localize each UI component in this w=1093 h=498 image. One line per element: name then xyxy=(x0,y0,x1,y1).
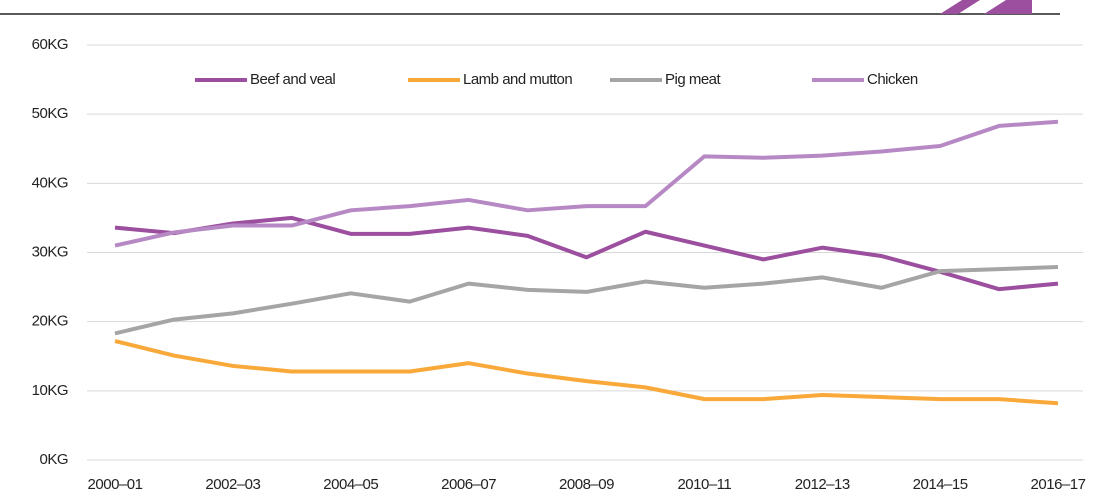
legend-label: Pig meat xyxy=(665,71,722,88)
y-tick-label: 50KG xyxy=(32,105,68,122)
y-tick-label: 0KG xyxy=(39,451,68,468)
legend-label: Chicken xyxy=(867,71,918,88)
x-tick-label: 2000–01 xyxy=(88,476,143,493)
x-tick-label: 2004–05 xyxy=(323,476,378,493)
legend-label: Beef and veal xyxy=(250,71,335,88)
x-tick-label: 2014–15 xyxy=(913,476,968,493)
series-line xyxy=(114,215,1059,292)
y-tick-label: 60KG xyxy=(32,36,68,53)
logo xyxy=(940,0,980,14)
series-line xyxy=(114,265,1059,336)
x-tick-label: 2006–07 xyxy=(441,476,496,493)
y-tick-label: 40KG xyxy=(32,174,68,191)
logo xyxy=(984,0,1032,14)
series-line xyxy=(114,339,1059,406)
x-tick-label: 2008–09 xyxy=(559,476,614,493)
x-tick-label: 2010–11 xyxy=(677,476,731,493)
x-tick-label: 2012–13 xyxy=(795,476,850,493)
y-tick-label: 20KG xyxy=(32,313,68,330)
x-tick-label: 2002–03 xyxy=(205,476,260,493)
series-line xyxy=(114,119,1059,248)
legend-label: Lamb and mutton xyxy=(463,71,572,88)
x-tick-label: 2016–17 xyxy=(1031,476,1086,493)
y-tick-label: 10KG xyxy=(32,382,68,399)
y-tick-label: 30KG xyxy=(32,243,68,260)
